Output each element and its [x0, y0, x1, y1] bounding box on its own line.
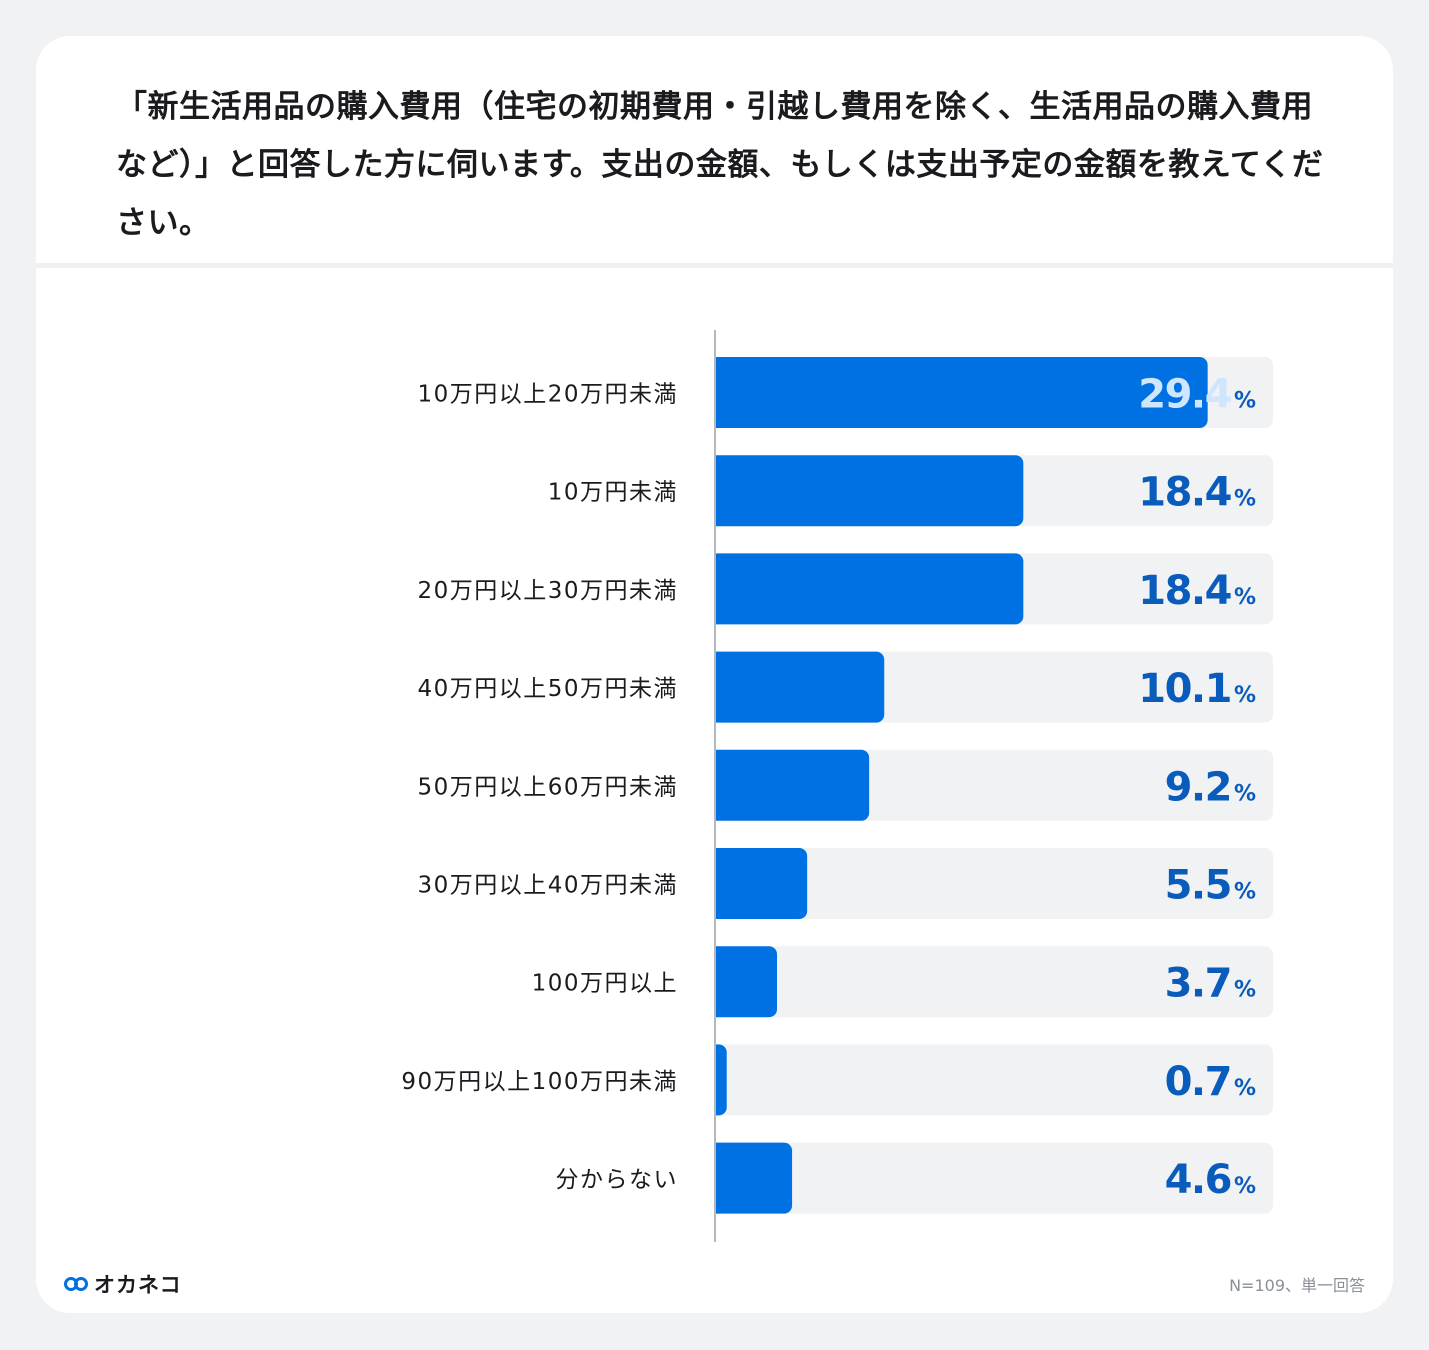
bar-track — [715, 1142, 1273, 1214]
bar-track — [715, 946, 1273, 1018]
category-label: 30万円以上40万円未満 — [417, 873, 678, 899]
bar — [715, 749, 870, 821]
category-label: 100万円以上 — [532, 971, 678, 997]
bars-layer: 10万円以上20万円未満 29.4 % 10万円未満 18.4 % 20万円以上30万円未満… — [401, 357, 1273, 1214]
bar-track — [715, 848, 1273, 919]
category-label: 20万円以上30万円未満 — [417, 578, 678, 604]
category-label: 50万円以上60万円未満 — [417, 774, 678, 800]
header-divider — [36, 263, 1393, 268]
okaneko-logo-icon — [64, 1277, 88, 1291]
value-label: 18.4% — [1138, 470, 1256, 516]
brand-name: オカネコ — [94, 1273, 182, 1297]
question-title: 「新生活用品の購入費用（住宅の初期費用・引越し費用を除く、生活用品の購入費用など… — [116, 89, 1324, 241]
category-label: 10万円未満 — [548, 480, 678, 506]
category-label: 10万円以上20万円未満 — [417, 382, 678, 408]
bar — [715, 848, 808, 919]
category-label: 40万円以上50万円未満 — [417, 676, 678, 702]
brand: オカネコ — [64, 1269, 182, 1299]
bar — [715, 651, 885, 723]
value-label: 5.5% — [1165, 863, 1256, 909]
sample-note: N=109、単一回答 — [1229, 1276, 1365, 1295]
value-label: 10.1% — [1138, 666, 1256, 712]
bar — [715, 946, 777, 1018]
value-label: 3.7% — [1165, 961, 1256, 1007]
category-label: 90万円以上100万円未満 — [401, 1069, 678, 1095]
value-label: 9.2% — [1165, 764, 1256, 810]
value-label: 0.7% — [1165, 1059, 1256, 1105]
bar-track — [715, 1044, 1273, 1116]
bar-chart: 10万円以上20万円未満 29.4 % 10万円未満 18.4 % 20万円以上30万円未満… — [401, 330, 1273, 1242]
bar — [715, 1044, 727, 1116]
bar — [715, 1142, 793, 1214]
bar — [715, 553, 1024, 625]
bar — [715, 455, 1024, 527]
category-label: 分からない — [556, 1167, 679, 1193]
value-label: 29.4% — [1138, 372, 1256, 418]
chart-card: 「新生活用品の購入費用（住宅の初期費用・引越し費用を除く、生活用品の購入費用など… — [36, 36, 1393, 1313]
value-label: 4.6% — [1165, 1157, 1256, 1203]
value-label: 18.4% — [1138, 568, 1256, 614]
bar — [715, 357, 1208, 428]
